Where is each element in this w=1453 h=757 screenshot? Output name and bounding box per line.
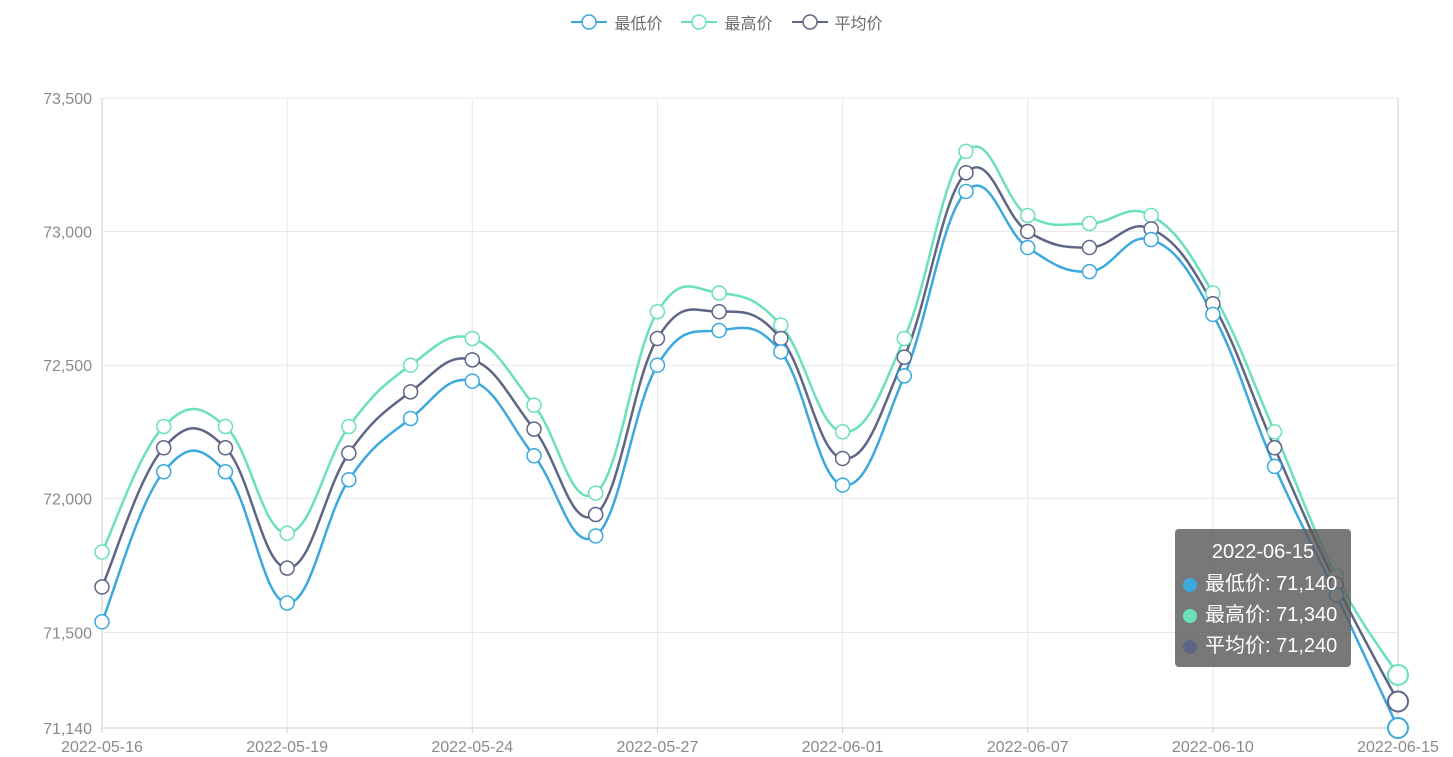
y-tick-label: 73,000: [43, 225, 92, 242]
data-point[interactable]: [1019, 239, 1036, 256]
x-tick-label: 2022-06-15: [1357, 739, 1439, 756]
data-point[interactable]: [958, 143, 974, 160]
tooltip-max-label: 最高价: 71,340: [1205, 604, 1338, 626]
tooltip-title: 2022-06-15: [1211, 541, 1315, 563]
legend-max-line-icon: [681, 14, 718, 30]
tooltip: 2022-06-15 最低价: 71,140 最高价: 71,340 平均价: …: [1175, 529, 1351, 667]
x-tick-label: 2022-05-16: [61, 739, 143, 756]
tooltip-avg-dot-icon: [1183, 639, 1197, 654]
tooltip-min-label: 最低价: 71,140: [1205, 573, 1338, 595]
data-point[interactable]: [834, 450, 851, 467]
data-point[interactable]: [1387, 663, 1409, 686]
data-point[interactable]: [526, 448, 542, 464]
data-point[interactable]: [773, 344, 789, 360]
data-point[interactable]: [1019, 223, 1036, 240]
legend-label-max: 最高价: [724, 16, 773, 33]
data-point[interactable]: [1266, 424, 1283, 440]
data-point[interactable]: [587, 528, 604, 544]
x-tick-label: 2022-06-07: [987, 739, 1069, 756]
legend-item-avg[interactable]: 平均价: [791, 10, 883, 34]
data-point[interactable]: [402, 384, 419, 400]
data-point[interactable]: [958, 183, 974, 200]
data-point[interactable]: [279, 595, 295, 611]
data-point[interactable]: [834, 477, 851, 493]
data-point[interactable]: [1081, 263, 1098, 280]
data-point[interactable]: [773, 330, 789, 347]
data-point[interactable]: [896, 349, 913, 365]
data-point[interactable]: [526, 421, 542, 437]
x-tick-label: 2022-05-27: [617, 739, 699, 756]
y-tick-label: 71,140: [43, 721, 92, 738]
data-point[interactable]: [1081, 239, 1098, 256]
tooltip-row-avg: 平均价: 71,240: [1183, 631, 1343, 662]
data-point[interactable]: [464, 373, 481, 389]
series-line-2: [100, 166, 1400, 703]
data-point[interactable]: [155, 418, 172, 435]
data-point[interactable]: [773, 317, 789, 333]
data-point[interactable]: [279, 525, 295, 542]
data-point[interactable]: [1266, 458, 1283, 475]
data-point[interactable]: [402, 410, 419, 427]
data-point[interactable]: [94, 614, 110, 630]
data-point[interactable]: [341, 445, 357, 461]
series-line-1: [100, 145, 1400, 676]
data-point[interactable]: [94, 579, 110, 595]
data-point[interactable]: [217, 440, 234, 456]
data-point[interactable]: [958, 165, 974, 181]
data-point[interactable]: [1143, 231, 1159, 248]
tooltip-avg-label: 平均价: 71,240: [1205, 635, 1338, 657]
tooltip-row-max: 最高价: 71,340: [1183, 600, 1343, 631]
data-point[interactable]: [834, 424, 851, 440]
data-point[interactable]: [464, 330, 481, 347]
x-tick-label: 2022-05-24: [431, 739, 513, 756]
series-line-0: [100, 184, 1400, 729]
y-tick-label: 72,000: [43, 491, 92, 508]
data-point[interactable]: [217, 464, 234, 480]
data-point[interactable]: [464, 352, 481, 368]
legend: 最低价 最高价 平均价: [0, 10, 1453, 34]
data-point[interactable]: [1266, 440, 1283, 456]
data-point[interactable]: [587, 506, 604, 523]
data-point[interactable]: [1387, 717, 1409, 739]
legend-avg-line-icon: [791, 14, 828, 30]
data-point[interactable]: [711, 303, 727, 320]
tooltip-max-dot-icon: [1183, 608, 1197, 623]
data-point[interactable]: [341, 418, 357, 435]
data-point[interactable]: [711, 285, 727, 301]
data-point[interactable]: [94, 544, 110, 560]
x-tick-label: 2022-06-01: [802, 739, 884, 756]
x-tick-label: 2022-05-19: [246, 739, 328, 756]
data-point[interactable]: [217, 418, 234, 435]
data-point[interactable]: [896, 330, 913, 347]
x-tick-label: 2022-06-10: [1172, 739, 1254, 756]
tooltip-row-min: 最低价: 71,140: [1183, 569, 1343, 600]
legend-item-max[interactable]: 最高价: [680, 10, 773, 34]
data-point[interactable]: [711, 322, 727, 339]
data-point[interactable]: [526, 397, 542, 413]
data-point[interactable]: [155, 464, 172, 480]
data-point[interactable]: [1387, 690, 1409, 713]
y-tick-label: 72,500: [43, 358, 92, 375]
legend-label-min: 最低价: [614, 16, 663, 33]
data-point[interactable]: [649, 357, 666, 373]
data-point[interactable]: [155, 440, 172, 456]
y-tick-label: 73,500: [43, 91, 92, 108]
data-point[interactable]: [279, 560, 295, 576]
data-point[interactable]: [402, 357, 419, 373]
y-tick-label: 71,500: [43, 626, 92, 643]
legend-item-min[interactable]: 最低价: [570, 10, 662, 34]
data-point[interactable]: [1143, 207, 1159, 224]
data-point[interactable]: [649, 330, 666, 347]
data-point[interactable]: [1081, 215, 1098, 232]
legend-min-line-icon: [571, 14, 608, 30]
data-point[interactable]: [1205, 306, 1221, 323]
data-point[interactable]: [649, 303, 666, 320]
tooltip-min-dot-icon: [1183, 577, 1197, 592]
data-point[interactable]: [896, 368, 913, 384]
data-point[interactable]: [587, 485, 604, 501]
data-point[interactable]: [341, 472, 357, 488]
data-point[interactable]: [1019, 207, 1036, 224]
legend-label-avg: 平均价: [834, 16, 883, 33]
